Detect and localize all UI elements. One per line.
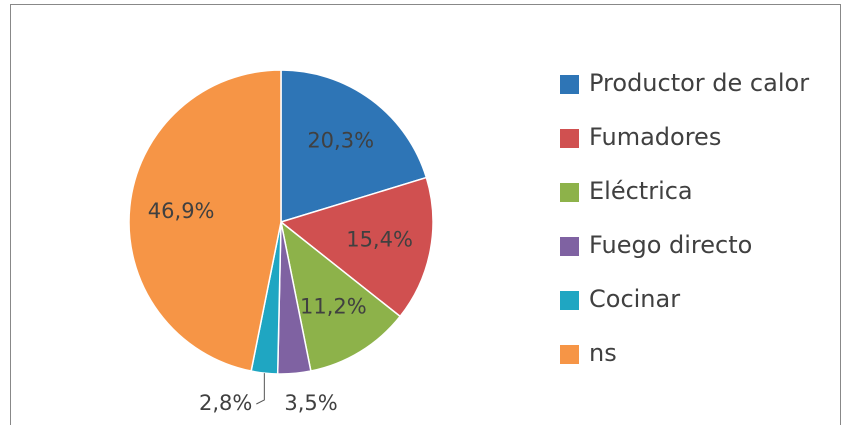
pie-slice (280, 69, 428, 224)
data-label: 20,3% (307, 128, 374, 152)
leader-line (256, 373, 265, 405)
pie-slice (128, 69, 282, 372)
legend-swatch (560, 237, 579, 256)
data-label: 46,9% (148, 199, 215, 223)
legend-swatch (560, 129, 579, 148)
data-label: 3,5% (284, 391, 337, 415)
legend-swatch (560, 75, 579, 94)
legend-swatch (560, 183, 579, 202)
pie-slice (279, 176, 434, 318)
legend-swatch (560, 345, 579, 364)
data-label: 15,4% (346, 228, 413, 252)
data-label: 11,2% (300, 295, 367, 319)
legend-label: Eléctrica (589, 177, 693, 205)
legend-label: ns (589, 339, 617, 367)
legend-label: Fumadores (589, 123, 721, 151)
pie-slice (279, 220, 402, 372)
data-label: 2,8% (199, 391, 252, 415)
legend-swatch (560, 291, 579, 310)
legend-label: Fuego directo (589, 231, 752, 259)
legend-label: Cocinar (589, 285, 680, 313)
legend-label: Productor de calor (589, 69, 809, 97)
